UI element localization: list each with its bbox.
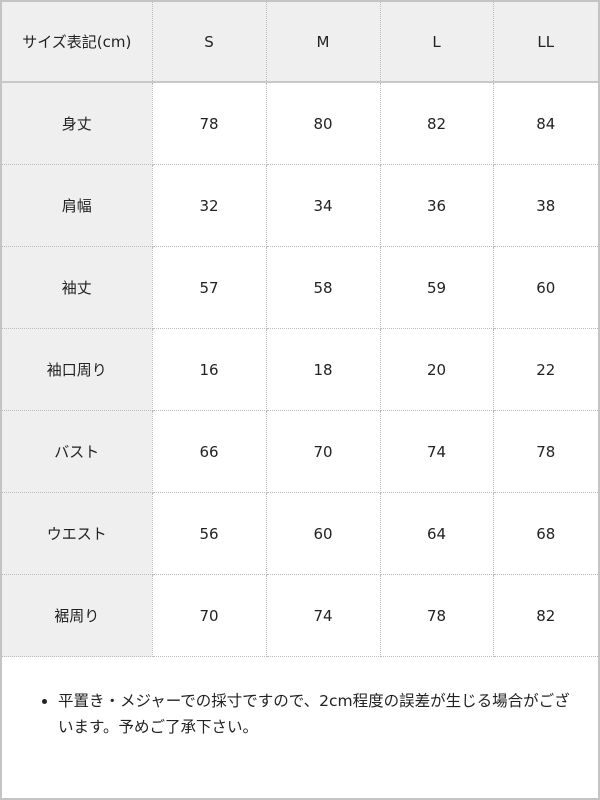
row-label: バスト <box>2 410 153 493</box>
table-cell: 32 <box>152 164 267 247</box>
table-cell: 70 <box>152 574 267 657</box>
table-cell: 78 <box>152 82 267 165</box>
table-row: 袖口周り 16 18 20 22 <box>2 328 598 411</box>
table-cell: 68 <box>493 492 598 575</box>
table-row: 袖丈 57 58 59 60 <box>2 246 598 329</box>
table-cell: 20 <box>380 328 494 411</box>
table-cell: 38 <box>493 164 598 247</box>
header-cell: M <box>266 2 381 83</box>
header-cell: L <box>380 2 494 83</box>
header-cell: サイズ表記(cm) <box>2 2 153 83</box>
table-cell: 74 <box>380 410 494 493</box>
table-row: バスト 66 70 74 78 <box>2 410 598 493</box>
table-cell: 57 <box>152 246 267 329</box>
table-cell: 82 <box>380 82 494 165</box>
notes: 平置き・メジャーでの採寸ですので、2cm程度の誤差が生じる場合がございます。予め… <box>42 688 582 740</box>
table-cell: 60 <box>493 246 598 329</box>
row-label: 身丈 <box>2 82 153 165</box>
row-label: 裾周り <box>2 574 153 657</box>
table-cell: 84 <box>493 82 598 165</box>
table-cell: 18 <box>266 328 381 411</box>
table-cell: 59 <box>380 246 494 329</box>
row-label: 肩幅 <box>2 164 153 247</box>
row-label: 袖口周り <box>2 328 153 411</box>
table-cell: 78 <box>380 574 494 657</box>
table-cell: 74 <box>266 574 381 657</box>
table-cell: 82 <box>493 574 598 657</box>
header-cell: LL <box>493 2 598 83</box>
header-row: サイズ表記(cm) S M L LL <box>2 2 598 83</box>
table-row: ウエスト 56 60 64 68 <box>2 492 598 575</box>
table-cell: 64 <box>380 492 494 575</box>
size-table: サイズ表記(cm) S M L LL 身丈 78 80 82 84 肩幅 32 34 36 38 袖… <box>2 2 598 657</box>
table-cell: 60 <box>266 492 381 575</box>
table-cell: 58 <box>266 246 381 329</box>
table-row: 肩幅 32 34 36 38 <box>2 164 598 247</box>
row-label: ウエスト <box>2 492 153 575</box>
table-cell: 80 <box>266 82 381 165</box>
table-cell: 36 <box>380 164 494 247</box>
header-cell: S <box>152 2 267 83</box>
table-cell: 16 <box>152 328 267 411</box>
table-row: 身丈 78 80 82 84 <box>2 82 598 165</box>
note-item: 平置き・メジャーでの採寸ですので、2cm程度の誤差が生じる場合がございます。予め… <box>58 688 582 740</box>
table-cell: 70 <box>266 410 381 493</box>
table-cell: 56 <box>152 492 267 575</box>
table-cell: 78 <box>493 410 598 493</box>
table-cell: 34 <box>266 164 381 247</box>
table-cell: 66 <box>152 410 267 493</box>
row-label: 袖丈 <box>2 246 153 329</box>
table-cell: 22 <box>493 328 598 411</box>
table-row: 裾周り 70 74 78 82 <box>2 574 598 657</box>
